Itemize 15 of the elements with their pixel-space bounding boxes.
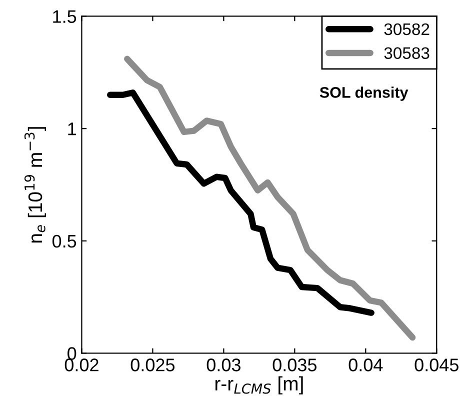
x-tick-label: 0.04 bbox=[348, 358, 383, 372]
legend-label: 30582 bbox=[384, 23, 430, 36]
x-tick-label: 0.025 bbox=[130, 358, 175, 372]
x-tick-label: 0.045 bbox=[414, 358, 458, 372]
y-tick-label: 1 bbox=[68, 122, 76, 136]
y-axis-title: n$_{e}$ [10$^{19}$ m$^{−3}$] bbox=[24, 127, 46, 243]
legend-label: 30583 bbox=[384, 47, 430, 60]
annotation: SOL density bbox=[320, 86, 408, 101]
x-tick-label: 0.02 bbox=[64, 358, 98, 372]
y-tick-label: 0 bbox=[68, 347, 76, 360]
x-tick-label: 0.03 bbox=[206, 358, 240, 372]
x-tick-label: 0.035 bbox=[272, 358, 317, 372]
y-tick-label: 0.5 bbox=[52, 234, 76, 248]
y-tick-label: 1.5 bbox=[53, 10, 76, 23]
x-axis-title: r-r$_{LCMS}$ [m] bbox=[215, 376, 303, 394]
